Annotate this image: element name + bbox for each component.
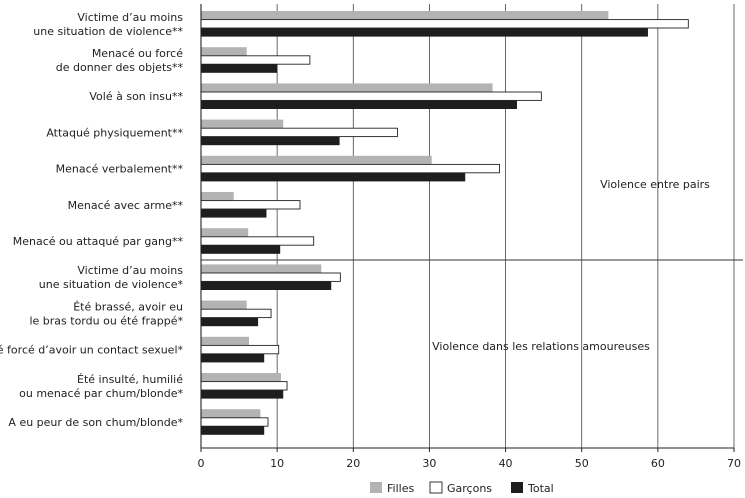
bar-garons <box>200 55 311 65</box>
category-label: Été insulté, humilié ou menacé par chum/b… <box>19 373 183 400</box>
category-label: A eu peur de son chum/blonde* <box>8 416 183 429</box>
category-label: Menacé ou forcé de donner des objets** <box>56 47 184 74</box>
bar-filles <box>201 300 247 309</box>
grid-lines <box>276 4 735 448</box>
legend-label-total: Total <box>527 482 554 495</box>
bar-garons <box>200 91 542 101</box>
x-tick-label: 50 <box>575 457 589 470</box>
bar-filles <box>201 47 247 56</box>
legend: Filles Garçons Total <box>370 481 554 495</box>
bar-garons <box>200 200 301 210</box>
bar-total <box>201 136 340 146</box>
category-label-line: le bras tordu ou été frappé* <box>29 314 183 327</box>
x-tick-label: 70 <box>727 457 741 470</box>
category-label-line: une situation de violence* <box>39 278 184 291</box>
group-labels: Violence entre pairs Violence dans les r… <box>432 178 710 353</box>
bar-filles <box>201 11 609 20</box>
bar-garons <box>200 236 315 246</box>
bar-total <box>201 28 648 37</box>
category-label-line: Menacé verbalement** <box>56 163 184 176</box>
bar-filles <box>201 409 261 418</box>
category-label: Menacé ou attaqué par gang** <box>13 235 184 248</box>
bar-total <box>201 390 284 399</box>
bar-total <box>201 354 265 363</box>
category-label-line: Victime d’au moins <box>77 11 183 24</box>
bar-total <box>201 426 265 435</box>
category-label: Victime d’au moins une situation de viole… <box>39 264 184 291</box>
x-tick-label: 0 <box>198 457 205 470</box>
bar-filles <box>201 155 432 165</box>
legend-swatch-total <box>511 482 523 493</box>
legend-label-garons: Garçons <box>447 482 492 495</box>
bar-garons <box>200 127 398 138</box>
bar-filles <box>201 192 234 201</box>
bar-total <box>201 100 517 109</box>
x-tick-label: 10 <box>270 457 284 470</box>
bar-filles <box>201 373 281 382</box>
category-label: Attaqué physiquement** <box>46 126 183 139</box>
x-tick-label: 30 <box>422 457 436 470</box>
bar-garons <box>200 417 269 427</box>
legend-label-filles: Filles <box>387 482 414 495</box>
bars <box>200 11 689 435</box>
bar-filles <box>201 336 249 346</box>
category-label-line: Attaqué physiquement** <box>46 126 183 139</box>
bar-garons <box>200 344 280 355</box>
legend-swatch-garons <box>429 481 443 494</box>
bar-filles <box>201 228 249 237</box>
bar-total <box>201 281 332 290</box>
category-label: Victime d’au moins une situation de viole… <box>33 11 183 38</box>
group-label-dating-violence: Violence dans les relations amoureuses <box>432 340 650 353</box>
bar-garons <box>200 163 500 174</box>
group-label-peer-violence: Violence entre pairs <box>600 178 710 191</box>
bar-total <box>201 209 267 218</box>
category-label-line: Victime d’au moins <box>77 264 183 277</box>
bar-garons <box>200 272 341 282</box>
category-label: Menacé avec arme** <box>68 199 184 212</box>
bar-total <box>201 317 259 327</box>
category-label-line: Menacé ou forcé <box>92 47 183 60</box>
bar-garons <box>200 308 272 319</box>
category-label: Volé à son insu** <box>89 90 183 103</box>
bar-filles <box>201 83 493 92</box>
axes: 0 10 20 30 40 50 60 70 <box>198 4 743 470</box>
bar-garons <box>200 381 288 391</box>
category-label-line: Été insulté, humilié <box>77 373 183 386</box>
bar-total <box>201 173 466 182</box>
category-labels: Victime d’au moins une situation de viole… <box>0 11 183 429</box>
category-label-line: Volé à son insu** <box>89 90 183 103</box>
category-label-line: ou menacé par chum/blonde* <box>19 387 183 400</box>
category-label-line: Menacé avec arme** <box>68 199 184 212</box>
category-label-line: de donner des objets** <box>56 61 184 74</box>
category-label-line: A eu peur de son chum/blonde* <box>8 416 183 429</box>
legend-swatch-filles <box>370 482 382 493</box>
category-label: Été brassé, avoir eu le bras tordu ou été… <box>29 300 183 327</box>
category-label: Été forcé d’avoir un contact sexuel* <box>0 344 183 357</box>
category-label-line: Été forcé d’avoir un contact sexuel* <box>0 344 183 357</box>
category-label-line: une situation de violence** <box>33 25 183 38</box>
category-label-line: Été brassé, avoir eu <box>73 300 183 313</box>
x-tick-label: 20 <box>346 457 360 470</box>
x-tick-label: 40 <box>499 457 513 470</box>
bar-garons <box>200 19 689 29</box>
bar-total <box>201 64 278 73</box>
bar-filles <box>201 264 322 273</box>
bar-total <box>201 245 281 254</box>
x-tick-label: 60 <box>651 457 665 470</box>
bar-filles <box>201 119 284 128</box>
category-label: Menacé verbalement** <box>56 163 184 176</box>
category-label-line: Menacé ou attaqué par gang** <box>13 235 184 248</box>
